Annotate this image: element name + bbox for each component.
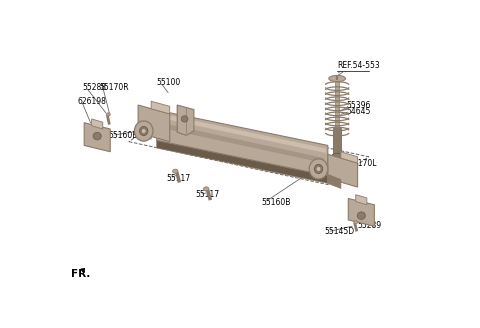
Polygon shape bbox=[156, 140, 328, 183]
Polygon shape bbox=[156, 110, 328, 176]
Text: 55160B: 55160B bbox=[108, 131, 138, 140]
Ellipse shape bbox=[142, 129, 145, 133]
Ellipse shape bbox=[317, 167, 321, 171]
Polygon shape bbox=[356, 195, 367, 205]
Ellipse shape bbox=[181, 116, 188, 122]
Polygon shape bbox=[348, 198, 374, 226]
Polygon shape bbox=[84, 123, 110, 152]
Polygon shape bbox=[92, 119, 103, 129]
Text: 55170L: 55170L bbox=[348, 159, 377, 168]
Ellipse shape bbox=[354, 221, 358, 224]
Text: REF.54-553: REF.54-553 bbox=[337, 61, 380, 70]
Ellipse shape bbox=[173, 169, 178, 173]
Text: FR.: FR. bbox=[71, 269, 91, 279]
Ellipse shape bbox=[332, 153, 342, 158]
Text: 55117: 55117 bbox=[166, 174, 190, 183]
Text: 55160B: 55160B bbox=[261, 198, 290, 207]
Ellipse shape bbox=[107, 113, 110, 116]
Ellipse shape bbox=[357, 212, 365, 219]
Polygon shape bbox=[328, 154, 358, 187]
Text: 54645: 54645 bbox=[347, 107, 371, 116]
Text: 55100: 55100 bbox=[156, 78, 181, 87]
Polygon shape bbox=[328, 174, 341, 188]
Polygon shape bbox=[177, 105, 194, 135]
Text: 55117: 55117 bbox=[196, 190, 220, 199]
Ellipse shape bbox=[134, 121, 153, 141]
Polygon shape bbox=[333, 128, 341, 158]
Ellipse shape bbox=[204, 187, 209, 191]
Text: 55145D: 55145D bbox=[324, 227, 354, 236]
Polygon shape bbox=[138, 124, 151, 139]
Ellipse shape bbox=[93, 132, 101, 140]
Polygon shape bbox=[160, 123, 324, 163]
Polygon shape bbox=[138, 105, 170, 142]
Ellipse shape bbox=[314, 164, 323, 174]
Text: 55170R: 55170R bbox=[99, 83, 129, 92]
Ellipse shape bbox=[329, 75, 346, 82]
Text: 55396: 55396 bbox=[347, 100, 371, 110]
Polygon shape bbox=[158, 113, 326, 153]
Text: 626198: 626198 bbox=[78, 97, 107, 106]
Ellipse shape bbox=[309, 159, 328, 179]
Ellipse shape bbox=[140, 127, 148, 135]
Text: 55289: 55289 bbox=[358, 221, 382, 230]
Polygon shape bbox=[151, 101, 170, 114]
Polygon shape bbox=[341, 152, 358, 163]
Text: 55288: 55288 bbox=[83, 83, 106, 92]
Polygon shape bbox=[335, 77, 339, 128]
